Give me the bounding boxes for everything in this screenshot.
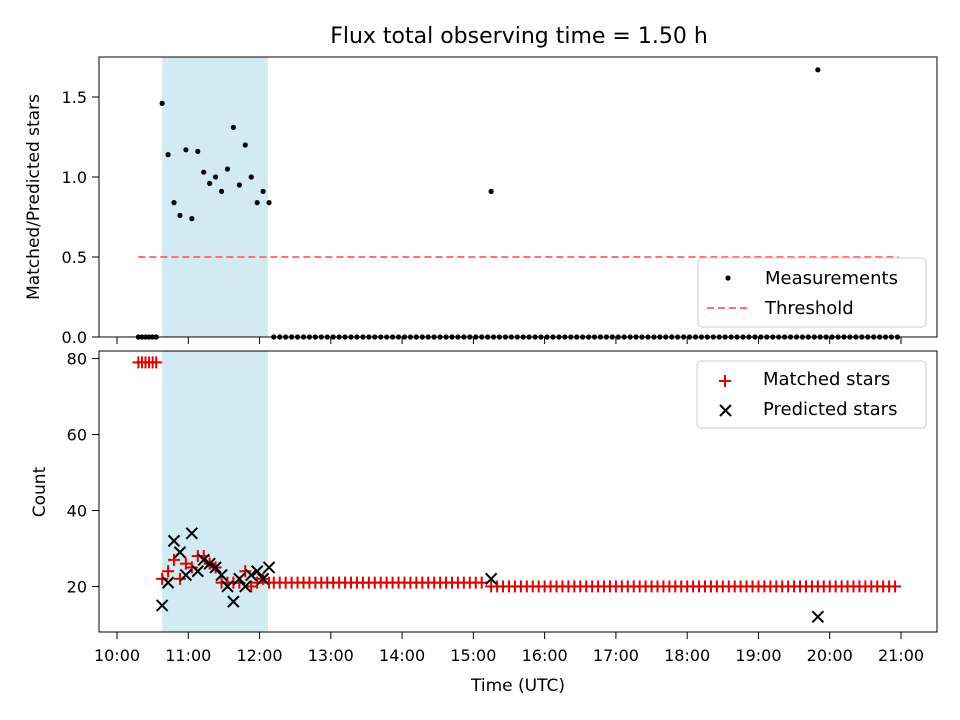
predicted-stars-point xyxy=(203,557,216,570)
measurement-point xyxy=(212,174,219,180)
measurement-point xyxy=(224,166,231,172)
x-tick-label: 11:00 xyxy=(165,646,211,665)
predicted-stars-point xyxy=(209,561,222,574)
matched-stars-point xyxy=(162,565,175,578)
x-tick-label: 20:00 xyxy=(807,646,853,665)
predicted-stars-point xyxy=(215,568,228,582)
matched-stars-point xyxy=(156,572,169,585)
top-legend: Measurements Threshold xyxy=(697,257,927,328)
legend-measurements-label: Measurements xyxy=(765,268,898,289)
top-y-tick-label: 0.0 xyxy=(62,328,87,347)
matched-stars-point xyxy=(475,576,488,589)
matched-stars-point xyxy=(173,572,186,585)
top-panel-frame xyxy=(98,56,938,338)
top-y-tick-label: 1.0 xyxy=(62,168,87,187)
bottom-panel-frame xyxy=(98,350,938,633)
matched-stars-point xyxy=(185,561,198,574)
legend-matched-label: Matched stars xyxy=(763,369,890,390)
x-tick-label: 13:00 xyxy=(308,646,354,665)
legend-predicted-marker xyxy=(719,404,732,417)
measurement-point xyxy=(207,180,213,186)
predicted-stars-point xyxy=(262,561,276,574)
measurement-point xyxy=(242,142,248,148)
bottom-panel: 20 40 60 80 10:00 11:00 12:00 13:00 14:00 15:00 1… xyxy=(30,350,938,696)
bottom-y-axis-label: Count xyxy=(30,466,50,517)
predicted-stars-point xyxy=(161,576,175,589)
predicted-stars-point xyxy=(179,568,193,582)
x-tick-label: 21:00 xyxy=(878,646,924,665)
top-legend-frame xyxy=(697,257,927,328)
measurement-point xyxy=(159,100,165,106)
matched-stars-point xyxy=(239,565,252,578)
measurement-point xyxy=(254,200,260,206)
matched-stars-point xyxy=(150,356,163,369)
measurement-point xyxy=(260,188,266,194)
predicted-stars-point xyxy=(167,534,181,548)
matched-stars-point xyxy=(168,553,181,566)
legend-matched-marker xyxy=(719,375,731,387)
measurement-point xyxy=(815,67,821,73)
predicted-stars-point xyxy=(173,546,187,559)
bottom-y-tick-label: 80 xyxy=(67,350,87,369)
top-y-tick-label: 1.5 xyxy=(62,88,87,107)
measurement-point xyxy=(236,182,242,188)
measurement-point xyxy=(183,147,189,153)
x-tick-label: 15:00 xyxy=(450,646,496,665)
measurement-point xyxy=(189,216,195,222)
predicted-stars-point xyxy=(250,565,264,578)
matched-stars-point xyxy=(889,580,902,593)
measurement-point xyxy=(165,152,171,158)
measurement-point xyxy=(201,169,207,175)
measurement-point xyxy=(488,188,494,194)
measurement-point xyxy=(248,174,254,180)
chart-title: Flux total observing time = 1.50 h xyxy=(330,24,708,49)
top-y-axis-label: Matched/Predicted stars xyxy=(24,94,44,300)
top-y-tick-label: 0.5 xyxy=(62,248,87,267)
predicted-stars-point xyxy=(227,595,240,608)
bottom-y-tick-label: 60 xyxy=(67,426,87,445)
predicted-stars-point xyxy=(155,599,169,612)
predicted-stars-point xyxy=(197,553,210,567)
predicted-stars-point xyxy=(185,527,199,540)
top-panel: 0.0 0.5 1.0 1.5 Matched/Predicted stars Mea… xyxy=(24,56,938,347)
shaded-interval xyxy=(162,57,268,337)
bottom-legend-frame xyxy=(696,360,927,429)
predicted-stars-point xyxy=(484,572,498,586)
predicted-stars-point xyxy=(239,580,252,593)
measurement-point xyxy=(218,188,225,194)
legend-predicted-label: Predicted stars xyxy=(763,399,897,420)
measurement-point xyxy=(171,200,177,206)
x-tick-label: 18:00 xyxy=(664,646,710,665)
predicted-stars-point xyxy=(245,568,258,582)
bottom-legend: Matched stars Predicted stars xyxy=(696,360,927,429)
x-tick-label: 17:00 xyxy=(593,646,639,665)
x-tick-label: 19:00 xyxy=(735,646,781,665)
bottom-y-tick-label: 20 xyxy=(67,577,87,596)
predicted-stars-point xyxy=(811,610,825,624)
predicted-stars-point xyxy=(233,572,246,586)
predicted-stars-point xyxy=(221,580,234,593)
predicted-stars-point xyxy=(191,565,204,578)
legend-measurements-marker xyxy=(725,275,731,281)
measurement-point xyxy=(230,124,237,130)
x-tick-label: 10:00 xyxy=(94,646,140,665)
bottom-y-tick-label: 40 xyxy=(67,501,87,520)
measurement-point xyxy=(266,200,272,206)
x-axis-label: Time (UTC) xyxy=(470,676,565,696)
legend-threshold-label: Threshold xyxy=(764,298,854,319)
x-tick-label: 14:00 xyxy=(379,646,425,665)
x-tick-label: 16:00 xyxy=(522,646,568,665)
x-tick-label: 12:00 xyxy=(236,646,282,665)
predicted-stars-point xyxy=(256,572,270,586)
measurement-point xyxy=(195,148,201,154)
measurement-point xyxy=(177,212,183,218)
